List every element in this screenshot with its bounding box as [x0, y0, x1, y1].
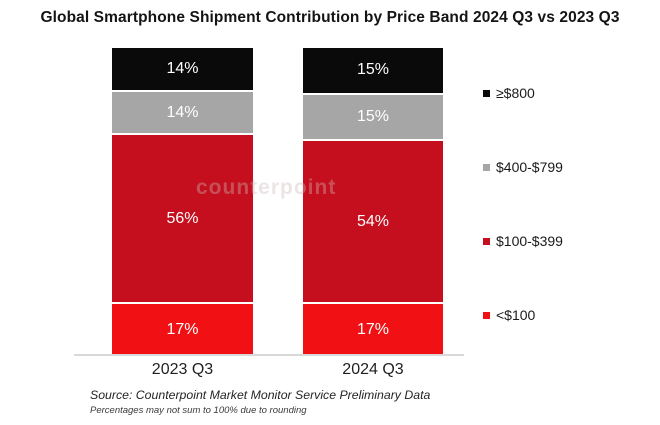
legend-swatch-icon: [483, 237, 490, 245]
bar-segment: 17%: [303, 302, 443, 355]
stacked-bar: 14% 14% 56% 17%: [112, 48, 253, 355]
segment-value-label: 54%: [356, 212, 390, 230]
x-axis-line: [74, 354, 464, 356]
legend-item: <$100: [483, 306, 535, 324]
x-axis-category-label: 2023 Q3: [151, 361, 214, 378]
segment-value-label: 14%: [166, 103, 199, 121]
legend-swatch-icon: [483, 89, 490, 97]
rounding-footnote: Percentages may not sum to 100% due to r…: [90, 405, 307, 416]
bar-segment: 14%: [112, 89, 253, 134]
legend-item: $100-$399: [483, 232, 563, 250]
bar-segment: 15%: [303, 92, 443, 140]
legend-item: ≥$800: [483, 84, 535, 102]
bar-segment: 54%: [303, 139, 443, 303]
bar-segment: 15%: [303, 48, 443, 93]
bar-segment: 14%: [112, 48, 253, 90]
legend-item: $400-$799: [483, 158, 563, 176]
stacked-bar: 15% 15% 54% 17%: [303, 48, 443, 355]
bar-segment: 56%: [112, 133, 253, 303]
segment-value-label: 56%: [166, 209, 199, 227]
segment-value-label: 15%: [356, 108, 390, 126]
segment-value-label: 17%: [356, 320, 390, 338]
legend-label: $400-$799: [496, 159, 563, 175]
legend-label: $100-$399: [496, 233, 563, 249]
segment-value-label: 15%: [356, 61, 390, 79]
legend-swatch-icon: [483, 311, 490, 319]
legend-label: ≥$800: [496, 85, 535, 101]
segment-value-label: 14%: [166, 59, 199, 77]
legend-label: <$100: [496, 307, 536, 323]
x-axis-category-label: 2024 Q3: [342, 361, 404, 378]
segment-value-label: 17%: [166, 320, 199, 338]
bar-segment: 17%: [112, 302, 253, 355]
chart-title: Global Smartphone Shipment Contribution …: [40, 9, 620, 26]
source-note: Source: Counterpoint Market Monitor Serv…: [90, 388, 431, 402]
legend-swatch-icon: [483, 163, 490, 171]
